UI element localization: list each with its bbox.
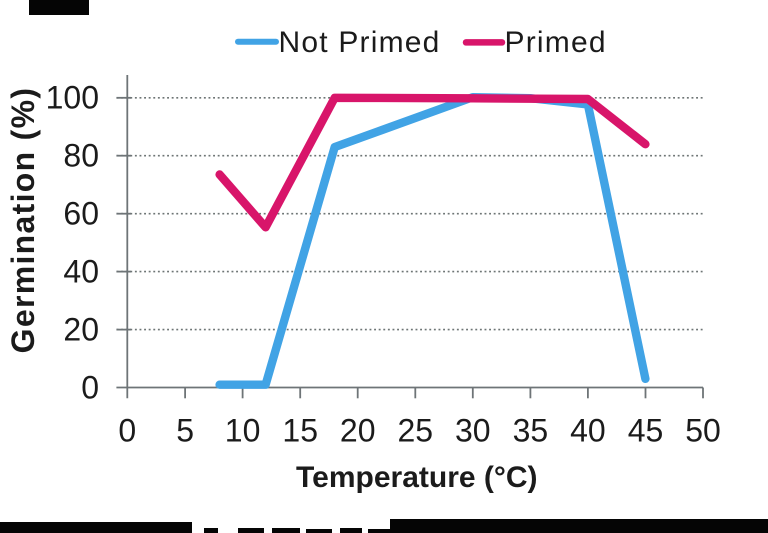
svg-text:25: 25 (398, 412, 434, 448)
svg-text:Germination (%): Germination (%) (5, 87, 41, 354)
svg-text:15: 15 (282, 412, 318, 448)
svg-text:Temperature (°C): Temperature (°C) (296, 461, 537, 494)
svg-text:Primed: Primed (505, 26, 607, 59)
svg-text:40: 40 (63, 254, 99, 290)
svg-text:40: 40 (570, 412, 606, 448)
svg-text:30: 30 (455, 412, 491, 448)
svg-text:100: 100 (46, 80, 99, 116)
svg-text:80: 80 (63, 138, 99, 174)
svg-text:5: 5 (176, 412, 194, 448)
svg-text:60: 60 (63, 196, 99, 232)
svg-text:Not Primed: Not Primed (279, 26, 441, 59)
svg-text:50: 50 (685, 412, 721, 448)
svg-text:20: 20 (340, 412, 376, 448)
svg-text:0: 0 (81, 369, 99, 405)
svg-text:45: 45 (628, 412, 664, 448)
svg-text:20: 20 (63, 311, 99, 347)
svg-text:35: 35 (513, 412, 549, 448)
svg-text:10: 10 (225, 412, 261, 448)
svg-text:0: 0 (118, 412, 136, 448)
